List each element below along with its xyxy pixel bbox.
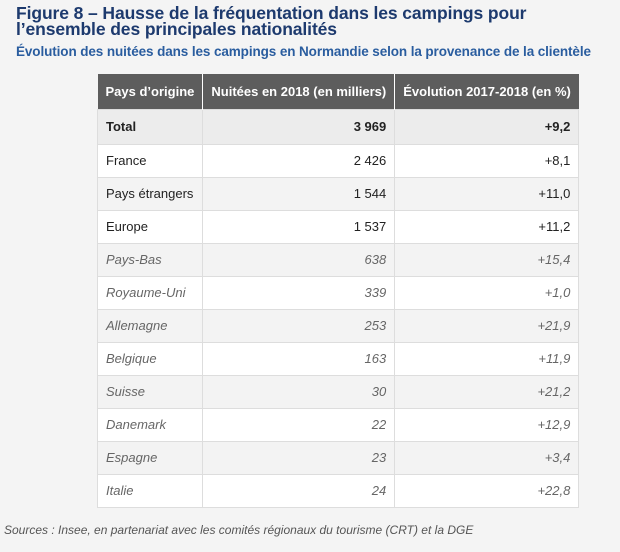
cell-origin: Italie — [96, 473, 204, 508]
table-row: Italie 24 +22,8 — [96, 473, 580, 508]
cell-evolution: +21,9 — [394, 308, 580, 343]
figure-title: Figure 8 – Hausse de la fréquentation da… — [16, 3, 527, 39]
cell-origin: Belgique — [96, 341, 204, 376]
cell-evolution: +15,4 — [394, 242, 580, 277]
cell-evolution: +12,9 — [394, 407, 580, 442]
cell-origin: France — [96, 143, 204, 178]
cell-origin: Total — [96, 108, 204, 145]
cell-nights: 30 — [202, 374, 396, 409]
table-row: Allemagne 253 +21,9 — [96, 308, 580, 343]
cell-nights: 23 — [202, 440, 396, 475]
cell-evolution: +22,8 — [394, 473, 580, 508]
table-row: Suisse 30 +21,2 — [96, 374, 580, 409]
column-header-nights: Nuitées en 2018 (en milliers) — [202, 74, 396, 109]
table-row: Royaume-Uni 339 +1,0 — [96, 275, 580, 310]
cell-evolution: +3,4 — [394, 440, 580, 475]
cell-evolution: +11,0 — [394, 176, 580, 211]
cell-origin: Europe — [96, 209, 204, 244]
cell-evolution: +1,0 — [394, 275, 580, 310]
table-row: Danemark 22 +12,9 — [96, 407, 580, 442]
cell-nights: 3 969 — [202, 108, 396, 145]
cell-nights: 339 — [202, 275, 396, 310]
cell-evolution: +9,2 — [394, 108, 580, 145]
table-row: Pays étrangers 1 544 +11,0 — [96, 176, 580, 211]
cell-nights: 1 537 — [202, 209, 396, 244]
cell-origin: Pays-Bas — [96, 242, 204, 277]
table-row: Belgique 163 +11,9 — [96, 341, 580, 376]
cell-evolution: +11,2 — [394, 209, 580, 244]
cell-origin: Royaume-Uni — [96, 275, 204, 310]
figure-subtitle: Évolution des nuitées dans les campings … — [16, 44, 591, 59]
cell-origin: Pays étrangers — [96, 176, 204, 211]
cell-nights: 638 — [202, 242, 396, 277]
source-note: Sources : Insee, en partenariat avec les… — [4, 523, 474, 537]
cell-nights: 2 426 — [202, 143, 396, 178]
cell-nights: 24 — [202, 473, 396, 508]
cell-nights: 163 — [202, 341, 396, 376]
cell-origin: Suisse — [96, 374, 204, 409]
column-header-origin: Pays d’origine — [97, 74, 204, 109]
cell-nights: 1 544 — [202, 176, 396, 211]
table-header-row: Pays d’origine Nuitées en 2018 (en milli… — [97, 74, 579, 109]
data-table: Pays d’origine Nuitées en 2018 (en milli… — [96, 74, 580, 508]
cell-evolution: +8,1 — [394, 143, 580, 178]
table-header: Pays d’origine Nuitées en 2018 (en milli… — [97, 74, 579, 109]
cell-origin: Espagne — [96, 440, 204, 475]
cell-origin: Danemark — [96, 407, 204, 442]
cell-nights: 22 — [202, 407, 396, 442]
cell-origin: Allemagne — [96, 308, 204, 343]
table-row: Pays-Bas 638 +15,4 — [96, 242, 580, 277]
cell-evolution: +11,9 — [394, 341, 580, 376]
cell-evolution: +21,2 — [394, 374, 580, 409]
cell-nights: 253 — [202, 308, 396, 343]
column-header-evolution: Évolution 2017-2018 (en %) — [394, 74, 579, 109]
table-body: Total 3 969 +9,2 France 2 426 +8,1 Pays … — [96, 108, 580, 508]
table-row: France 2 426 +8,1 — [96, 143, 580, 178]
table-row: Europe 1 537 +11,2 — [96, 209, 580, 244]
table-row-total: Total 3 969 +9,2 — [96, 108, 580, 145]
table-row: Espagne 23 +3,4 — [96, 440, 580, 475]
